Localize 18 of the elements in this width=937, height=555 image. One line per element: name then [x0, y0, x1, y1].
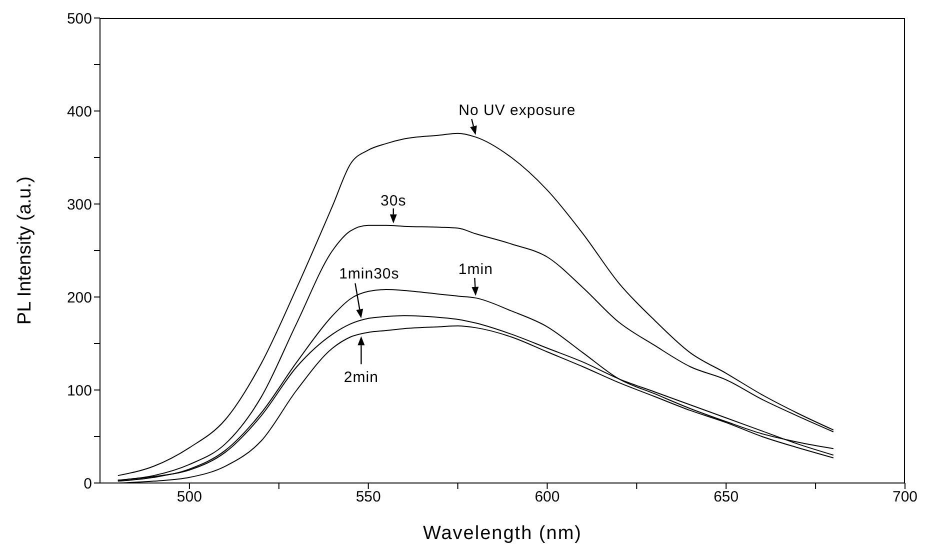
annotation: 30s — [380, 192, 406, 210]
y-axis-title: PL Intensity (a.u.) — [14, 176, 36, 325]
y-tick-label: 400 — [66, 103, 92, 120]
x-tick-label: 550 — [356, 488, 381, 506]
x-tick-label: 650 — [714, 488, 739, 506]
y-tick-label: 300 — [66, 196, 92, 214]
x-tick-label: 700 — [892, 488, 918, 506]
y-tick-label: 500 — [66, 10, 92, 28]
annotation: 1min — [458, 260, 493, 278]
x-axis-title: Wavelength (nm) — [423, 523, 582, 544]
annotation: 1min30s — [339, 265, 400, 282]
y-tick-label: 200 — [66, 289, 92, 306]
annotation: No UV exposure — [458, 102, 576, 120]
y-tick-label: 100 — [66, 382, 92, 400]
x-tick-label: 600 — [534, 488, 560, 506]
y-tick-label: 0 — [84, 475, 92, 492]
annotation: 2min — [344, 369, 378, 386]
x-tick-label: 500 — [176, 488, 202, 506]
